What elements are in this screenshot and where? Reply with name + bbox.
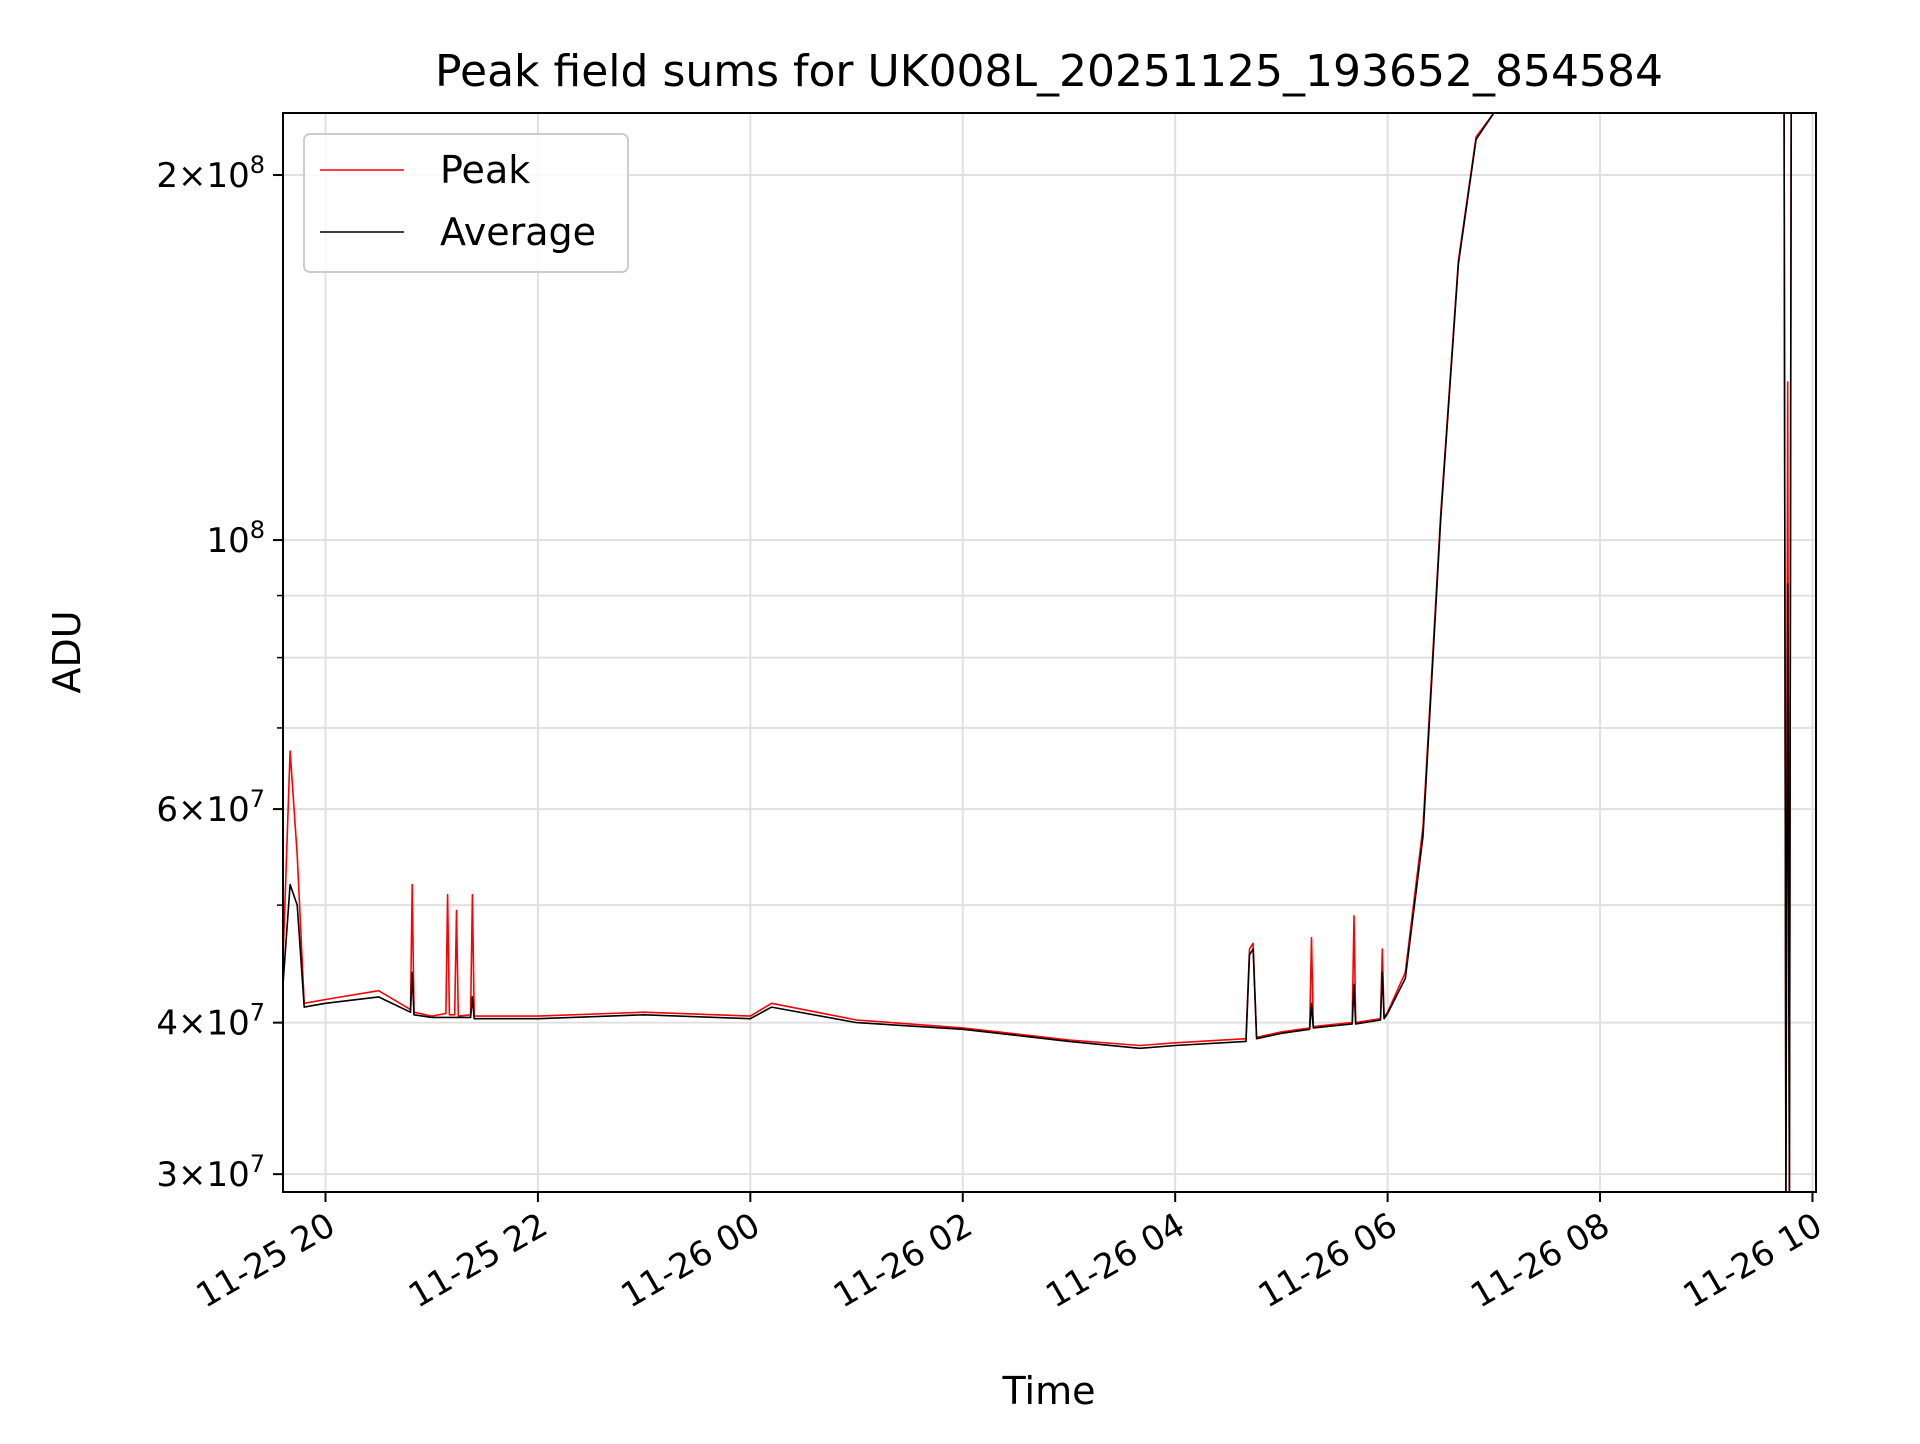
legend-label-peak: Peak <box>440 148 530 192</box>
legend-box <box>303 133 629 273</box>
plot-frame <box>282 112 1817 1193</box>
x-axis-label: Time <box>1002 1369 1096 1413</box>
grid <box>283 113 1816 1192</box>
y-axis-label: ADU <box>45 610 89 693</box>
y-tick-label: 4×107 <box>156 999 265 1044</box>
legend-label-average: Average <box>440 210 596 254</box>
legend: Peak Average <box>303 133 629 273</box>
series-line-average <box>283 113 1816 1192</box>
y-tick-label: 2×108 <box>156 151 265 196</box>
y-tick-label: 6×107 <box>156 785 265 830</box>
series-layer <box>283 113 1816 1192</box>
chart-title: Peak field sums for UK008L_20251125_1936… <box>435 46 1663 97</box>
y-tick-label: 108 <box>206 516 265 561</box>
y-tick-label: 3×107 <box>156 1150 265 1195</box>
